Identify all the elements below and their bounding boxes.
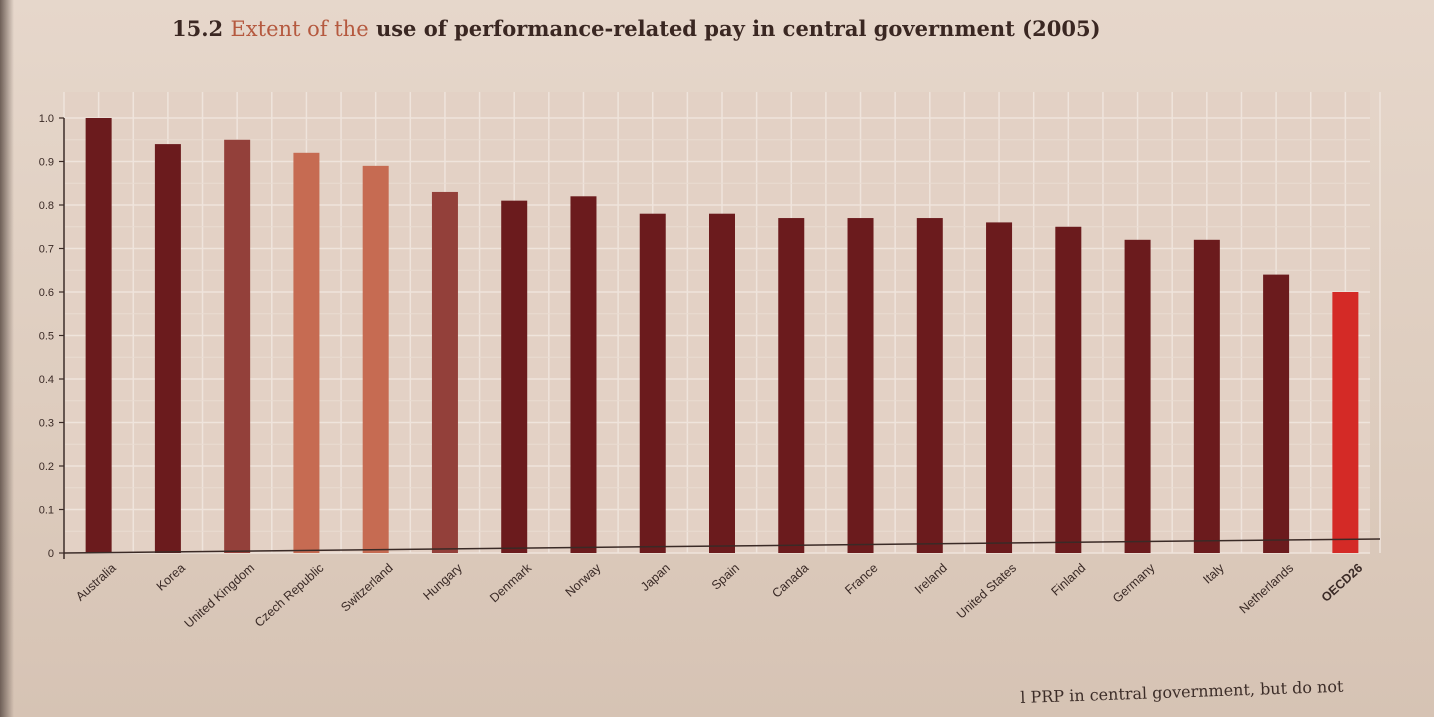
bar-netherlands (1263, 274, 1290, 553)
y-tick-label: 1.0 (39, 113, 54, 125)
bar-ireland (916, 218, 943, 554)
axes-layer (63, 118, 1381, 559)
bar-oecd26 (1332, 292, 1359, 553)
x-tick-label: Japan (638, 561, 673, 594)
y-tick-label: 0.4 (39, 374, 54, 386)
x-tick-label: Finland (1048, 561, 1088, 599)
page-edge-shadow (0, 0, 14, 717)
x-tick-label: Canada (769, 561, 811, 601)
x-tick-label: OECD26 (1319, 561, 1366, 605)
x-tick-label: Korea (154, 561, 188, 594)
x-tick-label: Hungary (420, 560, 465, 603)
bar-japan (639, 213, 666, 553)
x-tick-label: Netherlands (1237, 561, 1296, 617)
x-tick-label: France (842, 561, 880, 597)
bar-italy (1193, 239, 1220, 554)
bar-chart: 0 0.1 0.2 0.3 0.4 0.5 0.6 0.7 0.8 0.9 1.0 Australi… (39, 92, 1381, 631)
bar-united-states (986, 222, 1013, 553)
bar-finland (1055, 226, 1082, 553)
y-tick-label: 0.5 (39, 331, 54, 343)
x-tick-label: Switzerland (338, 561, 395, 615)
bar-hungary (431, 191, 458, 553)
y-tick-label: 0.1 (39, 505, 54, 517)
bar-switzerland (362, 165, 389, 553)
y-tick-label: 0 (48, 548, 54, 560)
x-tick-label: Australia (73, 561, 119, 604)
x-tick-label: Germany (1110, 560, 1158, 605)
y-tick-label: 0.6 (39, 287, 54, 299)
bars-layer (85, 118, 1359, 554)
x-tick-label: Ireland (912, 561, 950, 597)
bar-australia (85, 118, 112, 553)
y-tick-label: 0.8 (39, 200, 54, 212)
x-tick-label: United States (954, 561, 1019, 622)
bar-czech-republic (293, 152, 320, 554)
chart-title: 15.2 Extent of the use of performance-re… (172, 16, 1101, 41)
title-bold-part: use of performance-related pay in centra… (375, 16, 1101, 41)
x-tick-label: Spain (709, 561, 742, 593)
y-tick-label: 0.9 (39, 157, 54, 169)
title-number: 15.2 (172, 16, 224, 41)
y-tick-label: 0.7 (39, 244, 54, 256)
y-tick-label: 0.2 (39, 461, 54, 473)
x-tick-label: Italy (1200, 560, 1227, 586)
x-tick-label: Denmark (487, 560, 535, 605)
bar-spain (709, 213, 735, 553)
bar-norway (570, 196, 597, 554)
x-tick-label: United Kingdom (182, 561, 257, 631)
x-axis-line (63, 538, 1381, 554)
bar-united-kingdom (224, 139, 251, 553)
x-tick-label: Czech Republic (252, 561, 326, 630)
bar-korea (154, 144, 181, 553)
y-tick-labels: 0 0.1 0.2 0.3 0.4 0.5 0.6 0.7 0.8 0.9 1.0 (39, 113, 64, 560)
title-light-part: Extent of the (230, 17, 369, 41)
bar-denmark (501, 200, 528, 553)
bar-canada (778, 218, 805, 554)
x-tick-label: Norway (563, 560, 604, 599)
bar-germany (1124, 239, 1151, 554)
y-tick-label: 0.3 (39, 418, 54, 430)
bar-france (847, 218, 874, 554)
